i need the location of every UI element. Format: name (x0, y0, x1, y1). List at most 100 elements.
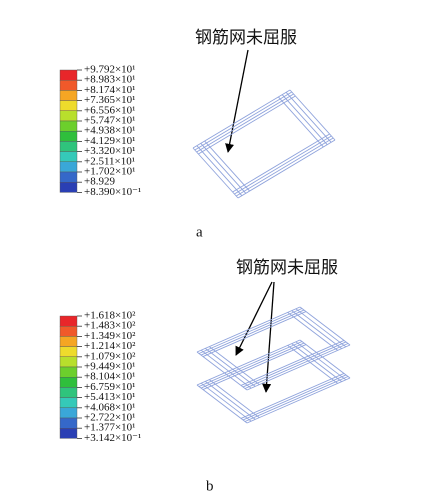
rebar (200, 342, 305, 389)
rebar (196, 145, 243, 196)
rebar (196, 93, 294, 153)
rebar (287, 312, 338, 351)
rebar (194, 91, 293, 151)
legend-label: +4.938×10¹ (84, 125, 135, 137)
rebar (234, 135, 332, 195)
rebar (237, 139, 336, 199)
mesh (192, 89, 351, 424)
rebar (242, 374, 347, 421)
legend-swatch (59, 110, 78, 122)
legend-label: +3.320×10¹ (84, 145, 135, 157)
rebar (295, 341, 347, 381)
legend-swatch (59, 356, 78, 368)
rebar (281, 94, 328, 145)
legend-swatch (59, 141, 78, 152)
rebar (202, 344, 307, 390)
legend-swatch (59, 315, 78, 327)
legend-swatch (59, 151, 78, 163)
legend-label: +8.929 (84, 176, 115, 188)
rebar (278, 96, 324, 148)
legend-swatch (59, 346, 78, 358)
arrow (235, 281, 273, 356)
legend-swatch (59, 377, 78, 388)
legend-swatch (59, 69, 78, 81)
rebar (244, 376, 349, 422)
caption: a (196, 224, 203, 240)
legend-label: +1.618×10² (84, 310, 136, 322)
arrow (225, 49, 249, 153)
legend-label: +1.079×10² (84, 350, 136, 362)
legend-swatch (59, 326, 78, 337)
rebar (196, 306, 301, 353)
legend-label: +9.449×10¹ (84, 361, 135, 373)
rebar (198, 341, 303, 387)
legend-label: +8.104×10¹ (84, 371, 135, 383)
legend-label: +7.365×10¹ (84, 94, 135, 106)
rebar (287, 345, 338, 384)
rebar (198, 95, 296, 155)
rebar (244, 343, 349, 389)
legend-label: +8.174×10¹ (84, 84, 135, 96)
rebar (240, 373, 345, 419)
legend-swatch (59, 407, 78, 419)
legend-swatch (59, 181, 78, 193)
rebar (246, 344, 351, 391)
legend-label: +2.722×10¹ (84, 412, 135, 424)
rebar (285, 92, 332, 143)
rebar (291, 310, 343, 349)
legend-swatch (59, 387, 78, 398)
legend-label: +3.142×10⁻¹ (84, 432, 141, 444)
legend-label: +8.983×10¹ (84, 74, 135, 86)
rebar (242, 341, 347, 388)
rebar (196, 339, 301, 386)
legend-label: +8.390×10⁻¹ (84, 186, 141, 198)
legend-label: +4.068×10¹ (84, 401, 135, 413)
legend-swatch (59, 120, 78, 132)
rebar (200, 349, 252, 389)
rebar (200, 309, 305, 356)
legend-label: +6.556×10¹ (84, 104, 135, 116)
legend-label: +6.759×10¹ (84, 381, 135, 393)
rebar (204, 140, 250, 192)
rebar (200, 143, 247, 194)
legend-label: +1.377×10¹ (84, 422, 135, 434)
legend-swatch (59, 336, 78, 347)
legend-swatch (59, 90, 78, 101)
legend-swatch (59, 428, 78, 439)
legend-label: +1.349×10² (84, 330, 136, 342)
legend-label: +1.702×10¹ (84, 166, 135, 178)
legend-label: +2.511×10¹ (84, 155, 135, 167)
rebar (196, 384, 248, 424)
legend-swatch (59, 161, 78, 173)
annotation: 钢筋网未屈服 (236, 258, 338, 278)
legend-label: +1.214×10² (84, 340, 136, 352)
legend-label: +1.483×10² (84, 320, 136, 332)
legend-swatch (59, 100, 78, 111)
rebar (232, 133, 330, 193)
rebar (235, 137, 334, 197)
rebar (209, 379, 260, 418)
rebar (202, 311, 307, 357)
rebar (299, 339, 351, 379)
rebar (204, 348, 256, 387)
legend-swatch (59, 417, 78, 429)
rebar (204, 381, 256, 420)
rebar (192, 89, 291, 149)
caption: b (206, 478, 214, 494)
rebar (299, 306, 351, 346)
legend-swatch (59, 130, 78, 142)
legend-label: +4.129×10¹ (84, 135, 135, 147)
rebar (209, 346, 260, 385)
legend-label: +9.792×10¹ (84, 64, 135, 76)
legend-label: +5.747×10¹ (84, 115, 135, 127)
rebar (291, 343, 343, 382)
legend-swatch (59, 366, 78, 378)
rebar (246, 377, 351, 424)
rebar (196, 351, 248, 391)
legend-swatch (59, 79, 78, 91)
legend-label: +5.413×10¹ (84, 391, 135, 403)
rebar (289, 89, 336, 141)
rebar (240, 340, 345, 386)
legend-swatch (59, 171, 78, 183)
